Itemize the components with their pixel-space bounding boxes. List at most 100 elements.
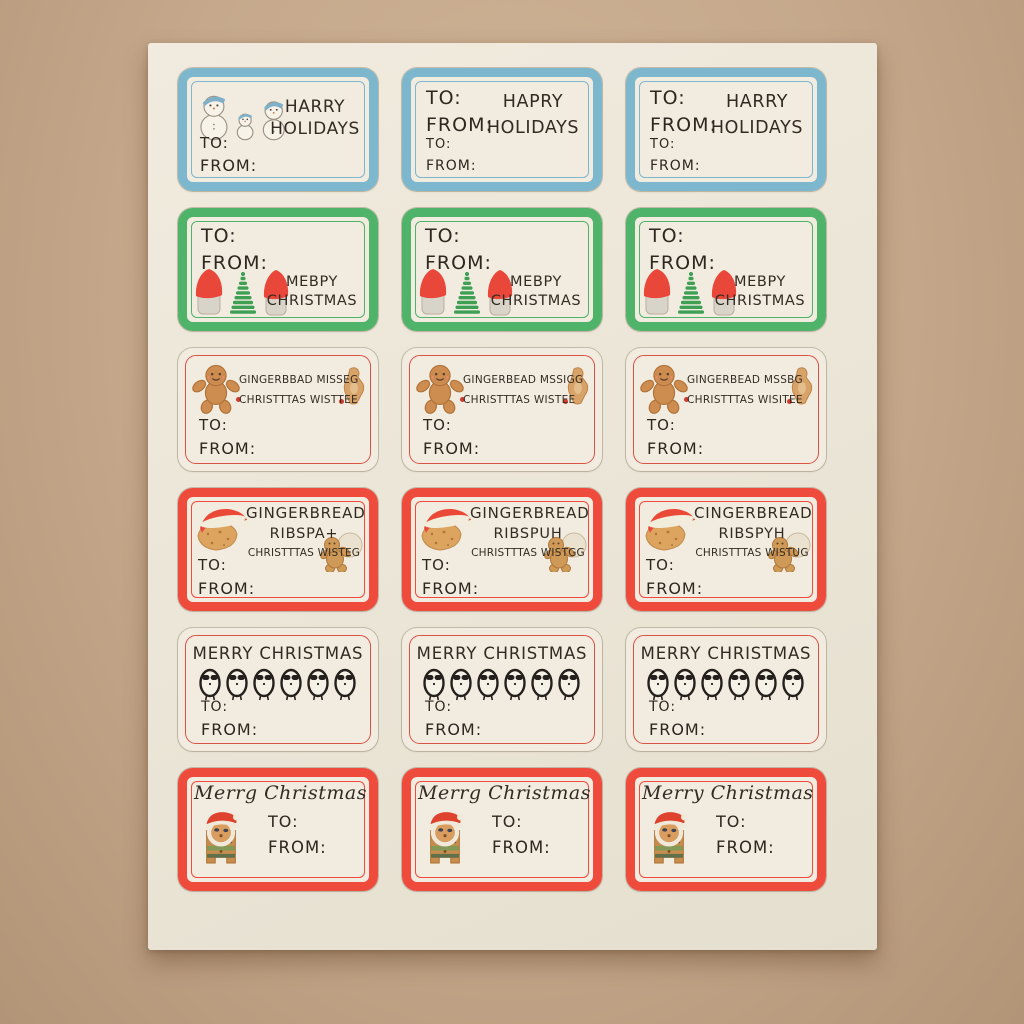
from-field-label: FROM: xyxy=(646,579,704,598)
from-field-label: FROM: xyxy=(649,720,707,739)
to-field-label: TO: xyxy=(201,225,237,247)
from-field-label: FROM: xyxy=(201,720,259,739)
from-field-label: FROM: xyxy=(716,838,775,857)
tag-heading-line: CINGERBREAD xyxy=(694,504,813,522)
tag-heading-line: CHRISTTTAS WISTEE xyxy=(463,393,576,406)
tag-inner-line xyxy=(633,355,819,464)
to-field-label: TO: xyxy=(199,416,228,434)
tag-content: CINGERBREAD RIBSPYH CHRISTTTAS WISTUG TO… xyxy=(642,504,813,598)
tag-heading-line: HAPRY xyxy=(502,92,564,112)
tag-border xyxy=(178,68,378,191)
tag-heading-line: RIBSPYH xyxy=(718,526,786,542)
tag-content: TO: FROM: MEBPY CHRISTMAS xyxy=(418,224,586,315)
to-field-label: TO: xyxy=(268,812,299,831)
tag-inner-line xyxy=(409,635,595,744)
tag-border xyxy=(402,488,602,611)
tag-heading-line: GINGERBBAD MISSEG xyxy=(239,374,359,386)
tag-content: GINGERBREAD RIBSPUH CHRISTTTAS WISTGG TO… xyxy=(418,504,589,598)
tag-inner-line xyxy=(639,221,813,318)
gift-tag-penguins: MERRY CHRISTMAS TO: FROM: xyxy=(626,628,826,751)
to-field-label: TO: xyxy=(423,416,452,434)
tag-heading-line: CHRISTMAS xyxy=(490,293,582,310)
tag-heading: MERRY CHRISTMAS xyxy=(416,644,588,663)
gift-tag-santa-gingerbread: GINGERBREAD RIBSPA+ CHRISTTTAS WISTEG TO… xyxy=(178,488,378,611)
tag-inner-line xyxy=(639,81,813,178)
tag-content: MERRY CHRISTMAS TO: FROM: xyxy=(191,641,365,739)
gift-tag-elf: Merrg Christmas TO: FROM: xyxy=(178,768,378,891)
to-field-label: TO: xyxy=(650,87,686,109)
penguins-illustration xyxy=(199,668,356,702)
tag-heading-line: CHRISTMAS xyxy=(266,293,358,310)
gift-tag-gingerbread-kisses: GINGERBEAD MSSIGG CHRISTTTAS WISTEE TO: … xyxy=(402,348,602,471)
tag-content: TO: FROM: MEBPY CHRISTMAS xyxy=(194,224,362,315)
from-field-label: FROM: xyxy=(650,158,701,174)
elf-gingerbread-illustration xyxy=(646,805,692,875)
tag-inner-line xyxy=(415,781,589,878)
penguins-illustration xyxy=(647,668,804,702)
tag-heading: GINGERBEAD MSSIGG CHRISTTTAS WISTEE xyxy=(463,371,583,411)
tag-heading: MEBPY CHRISTMAS xyxy=(260,273,364,311)
to-field-label: TO: xyxy=(647,416,676,434)
gingerbread-man-illustration xyxy=(191,363,241,415)
tag-content: TO: FROM: HAPRY HOLIDAYS TO: FROM: xyxy=(418,84,586,175)
gift-tag-gnomes: TO: FROM: MEBPY CHRISTMAS xyxy=(402,208,602,331)
tag-heading-line: CHRISTTTAS WISTUG xyxy=(695,547,809,559)
gingerbread-man-illustration xyxy=(415,363,465,415)
tag-content: GINGERBBAD MISSEG CHRISTTTAS WISTTEE TO:… xyxy=(191,361,365,458)
tag-content: GINGERBREAD RIBSPA+ CHRISTTTAS WISTEG TO… xyxy=(194,504,366,598)
tag-inner-line xyxy=(415,221,589,318)
tag-heading: CINGERBREAD RIBSPYH CHRISTTTAS WISTUG xyxy=(694,504,813,559)
tag-heading-line: RIBSPA+ xyxy=(269,526,339,542)
gift-tag-gingerbread-kisses: GINGERBEAD MSSBG CHRISTTTAS WISITEE TO: … xyxy=(626,348,826,471)
tag-heading-line: GINGERBREAD xyxy=(246,504,366,522)
from-field-label: FROM: xyxy=(425,720,483,739)
tag-inner-line xyxy=(191,501,365,598)
tag-heading: HARRY HOLIDAYS xyxy=(266,96,364,140)
from-field-label: FROM: xyxy=(201,252,268,274)
tag-content: Merrg Christmas TO: FROM: xyxy=(418,782,591,875)
tag-content: MERRY CHRISTMAS TO: FROM: xyxy=(415,641,589,739)
to-field-label: TO: xyxy=(201,699,229,715)
from-field-label: FROM: xyxy=(198,579,256,598)
tag-inner-line xyxy=(185,355,371,464)
tag-inner-line xyxy=(639,501,813,598)
tag-heading: Merry Christmas xyxy=(642,782,814,804)
tag-border xyxy=(402,68,602,191)
tag-heading-line: MEBPY xyxy=(510,274,562,291)
tag-heading: GINGERBREAD RIBSPUH CHRISTTTAS WISTGG xyxy=(470,504,589,559)
tag-content: GINGERBEAD MSSBG CHRISTTTAS WISITEE TO: … xyxy=(639,361,813,458)
label-grid: HARRY HOLIDAYS TO: FROM: TO: FROM: HAPRY… xyxy=(178,68,826,891)
red-dot-icon xyxy=(460,397,465,402)
tag-heading-line: CHRISTTTAS WISTGG xyxy=(471,547,585,559)
santa-cookie-illustration xyxy=(190,504,254,556)
from-field-label: FROM: xyxy=(268,838,327,857)
tag-heading-line: CHRISTTTAS WISTTEE xyxy=(239,393,358,406)
tag-content: TO: FROM: HARRY HOLIDAYS TO: FROM: xyxy=(642,84,810,175)
to-field-label: TO: xyxy=(649,699,677,715)
tag-heading-line: MEBPY xyxy=(286,274,338,291)
tag-heading: HARRY HOLIDAYS xyxy=(704,89,810,142)
gift-tag-elf: Merrg Christmas TO: FROM: xyxy=(402,768,602,891)
gift-tag-gnomes: TO: FROM: MEBPY CHRISTMAS xyxy=(626,208,826,331)
gift-tag-penguins: MERRY CHRISTMAS TO: FROM: xyxy=(178,628,378,751)
from-field-label: FROM: xyxy=(649,252,716,274)
tag-heading: MEBPY CHRISTMAS xyxy=(708,273,812,311)
tag-inner-line xyxy=(415,81,589,178)
to-field-label: TO: xyxy=(426,137,452,152)
tag-heading-line: HOLIDAYS xyxy=(710,118,804,139)
tag-heading: GINGERBREAD RIBSPA+ CHRISTTTAS WISTEG xyxy=(246,504,366,559)
tag-heading: Merrg Christmas xyxy=(418,782,591,804)
red-dot-icon xyxy=(684,397,689,402)
tag-inner-line xyxy=(639,781,813,878)
to-field-label: TO: xyxy=(716,812,747,831)
tag-heading-line: RIBSPUH xyxy=(493,526,563,542)
to-field-label: TO: xyxy=(650,137,676,152)
to-field-label: TO: xyxy=(198,556,227,574)
red-dot-icon xyxy=(236,397,241,402)
tag-heading: HAPRY HOLIDAYS xyxy=(480,89,586,142)
tag-heading: MERRY CHRISTMAS xyxy=(192,644,364,663)
tag-border xyxy=(402,768,602,891)
red-dot-icon xyxy=(787,399,792,404)
tag-inner-line xyxy=(633,635,819,744)
from-field-label: FROM: xyxy=(423,439,481,458)
